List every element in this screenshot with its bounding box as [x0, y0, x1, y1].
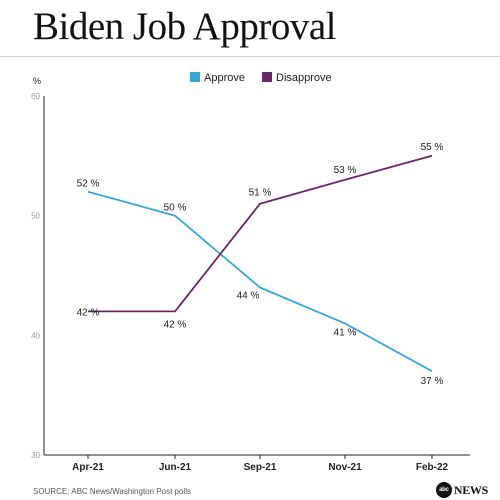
legend-swatch-approve [190, 72, 200, 82]
legend-swatch-disapprove [262, 72, 272, 82]
x-tick-label: Feb-22 [416, 462, 449, 473]
abc-logo-icon: abc [435, 482, 452, 498]
legend-label-disapprove: Disapprove [276, 72, 332, 84]
series-line-disapprove [88, 154, 433, 313]
x-tick-label: Jun-21 [159, 462, 192, 473]
data-label-approve: 37 % [421, 376, 444, 387]
data-label-approve: 44 % [237, 290, 260, 301]
series-line-approve [87, 190, 433, 372]
abc-news-logo: abc NEWS [435, 482, 488, 498]
y-tick-label: 30 [31, 451, 40, 460]
data-label-disapprove: 42 % [77, 307, 100, 318]
x-tick-label: Nov-21 [328, 462, 362, 473]
y-tick-label: 50 [31, 212, 40, 221]
y-tick-label: 40 [31, 331, 40, 340]
x-tick-label: Apr-21 [72, 462, 104, 473]
data-label-approve: 41 % [334, 327, 357, 338]
y-tick-label: 60 [31, 92, 40, 101]
news-wordmark: NEWS [453, 482, 488, 497]
data-label-approve: 52 % [77, 179, 100, 190]
data-label-disapprove: 55 % [421, 142, 444, 153]
data-label-disapprove: 53 % [334, 165, 357, 176]
source-note: SOURCE: ABC News/Washington Post polls [33, 487, 191, 496]
line-chart: % 30 40 50 60 Apr-21 Jun-21 Sep-21 Nov-21 Feb-22 A… [31, 72, 470, 473]
x-tick-label: Sep-21 [244, 462, 277, 473]
legend-label-approve: Approve [204, 72, 245, 84]
data-label-disapprove: 51 % [249, 188, 272, 199]
y-axis-unit: % [33, 76, 41, 86]
data-label-disapprove: 42 % [164, 319, 187, 330]
data-label-approve: 50 % [164, 203, 187, 214]
title-divider [0, 56, 500, 57]
chart-title: Biden Job Approval [33, 5, 336, 48]
